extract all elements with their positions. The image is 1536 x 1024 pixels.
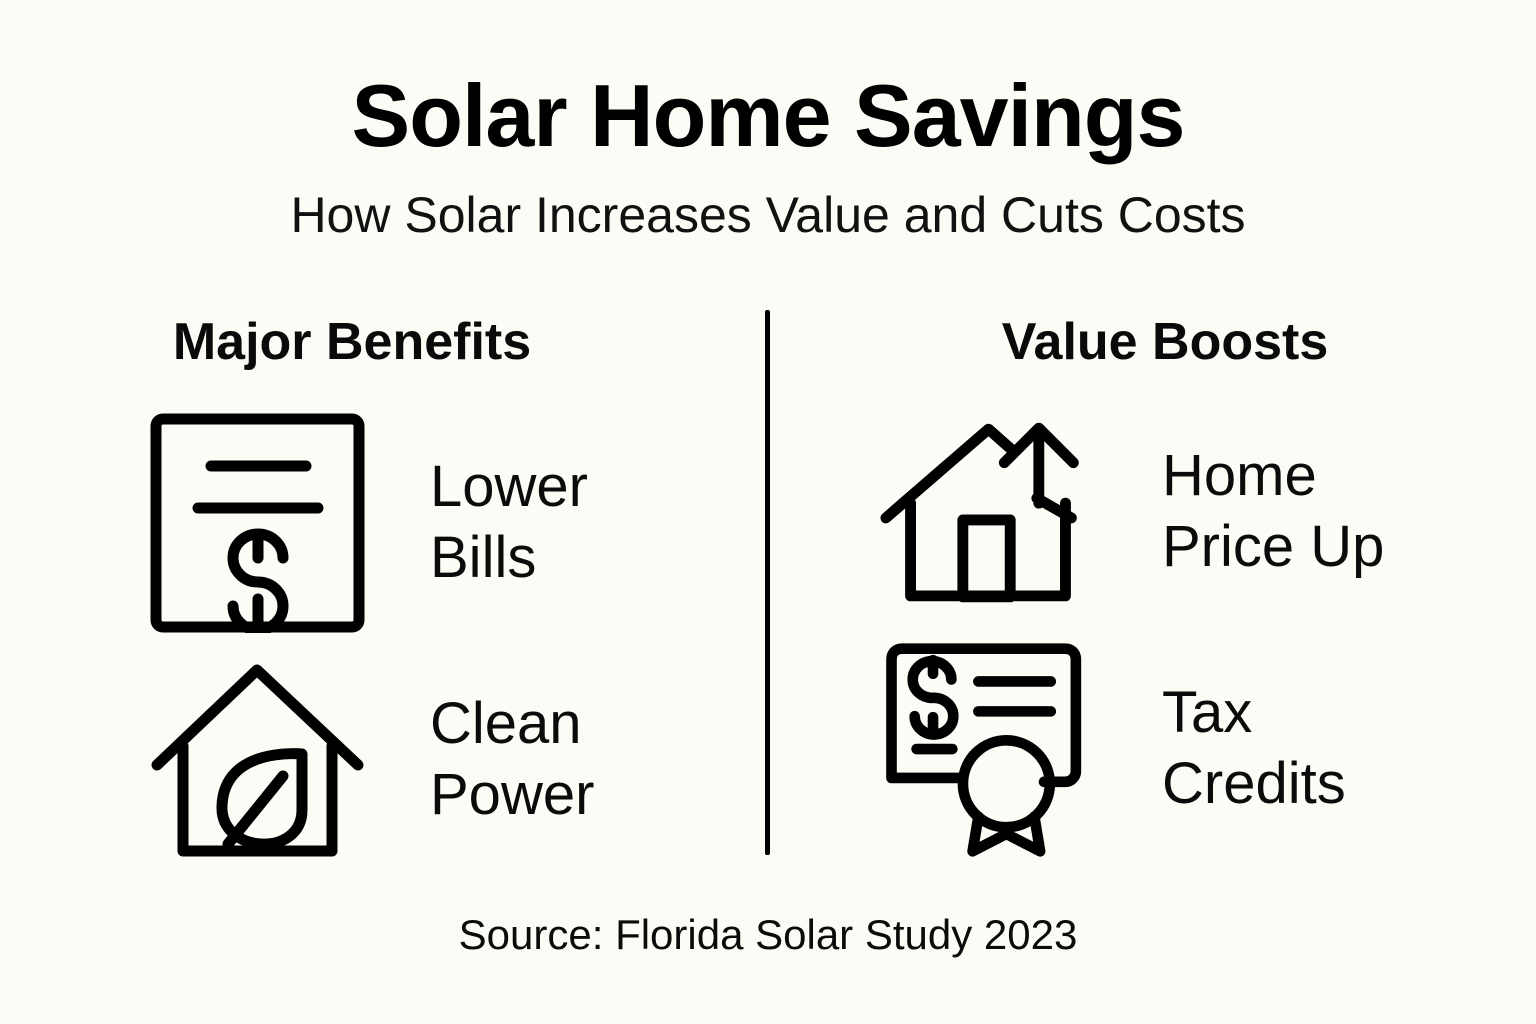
list-item: Clean Power [0,660,768,860]
items-left: Lower Bills Clean Power [0,412,768,860]
source-caption: Source: Florida Solar Study 2023 [458,911,1078,958]
house-arrow-up-icon [878,412,1100,612]
list-item-label: Lower Bills [430,454,588,590]
list-item-label: Home Price Up [1162,443,1385,579]
columns-container: Major Benefits Lower Bills [0,300,1536,865]
list-item: Tax Credits [768,638,1536,860]
list-item: Lower Bills [0,412,768,634]
list-item-label: Clean Power [430,691,595,827]
list-item-label: Tax Credits [1162,680,1346,816]
list-item: Home Price Up [768,412,1536,612]
poster-header: Solar Home Savings How Solar Increases V… [0,66,1536,243]
column-major-benefits: Major Benefits Lower Bills [0,300,770,865]
column-heading-right: Value Boosts [1001,313,1329,371]
page-subtitle: How Solar Increases Value and Cuts Costs [290,187,1246,243]
bill-dollar-icon [146,412,368,634]
column-heading-left: Major Benefits [172,313,532,371]
house-leaf-icon [146,660,368,860]
items-right: Home Price Up [768,412,1536,860]
page-title: Solar Home Savings [351,66,1186,165]
column-divider [765,310,770,855]
certificate-seal-icon [878,638,1100,860]
column-value-boosts: Value Boosts Home Price Up [768,300,1536,865]
